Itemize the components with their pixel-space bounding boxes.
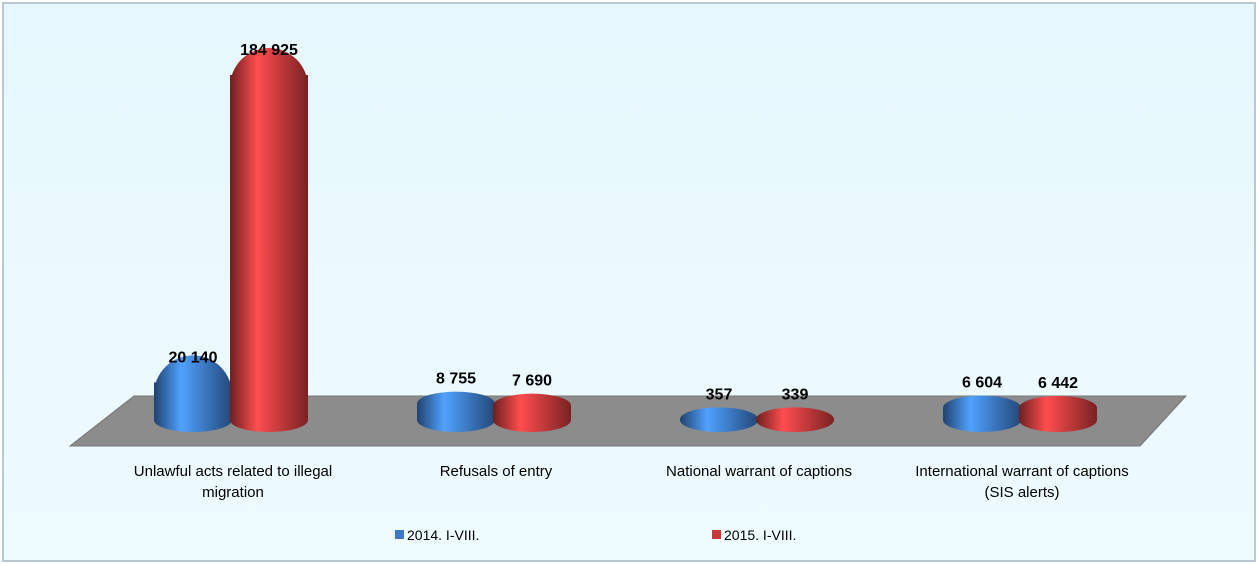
bar: [943, 395, 1021, 432]
bar-top: [756, 407, 834, 432]
bar-top: [680, 407, 758, 432]
category-label: Unlawful acts related to illegal migrati…: [133, 463, 333, 501]
bar: [230, 48, 308, 432]
value-label: 6 604: [962, 375, 1002, 392]
category-label: International warrant of captions (SIS a…: [915, 463, 1129, 501]
category-label: National warrant of captions: [666, 463, 852, 480]
value-label: 339: [782, 386, 809, 403]
bar-top: [943, 395, 1021, 420]
bar-base: [154, 408, 232, 432]
bar-base: [230, 408, 308, 432]
bar: [680, 407, 758, 432]
bar: [417, 391, 495, 432]
floor: [68, 395, 1188, 447]
legend-label: 2015. I-VIII.: [724, 527, 796, 543]
value-label: 8 755: [436, 371, 476, 388]
legend-swatch: [712, 530, 721, 539]
bar: [154, 355, 232, 432]
value-label: 6 442: [1038, 375, 1078, 392]
value-label: 357: [706, 386, 733, 403]
bar-top: [1019, 395, 1097, 420]
bar-cap: [154, 355, 232, 396]
bar-body: [230, 75, 308, 420]
value-label: 184 925: [240, 42, 298, 59]
bar-top: [417, 391, 495, 416]
legend-swatch: [395, 530, 404, 539]
value-label: 7 690: [512, 373, 552, 390]
bar: [756, 407, 834, 432]
bar: [1019, 395, 1097, 432]
bar-top: [493, 393, 571, 418]
category-label: Refusals of entry: [439, 463, 553, 480]
value-label: 20 140: [169, 349, 218, 366]
bar-cap: [230, 48, 308, 88]
legend-label: 2014. I-VIII.: [407, 527, 479, 543]
bar: [493, 393, 571, 432]
